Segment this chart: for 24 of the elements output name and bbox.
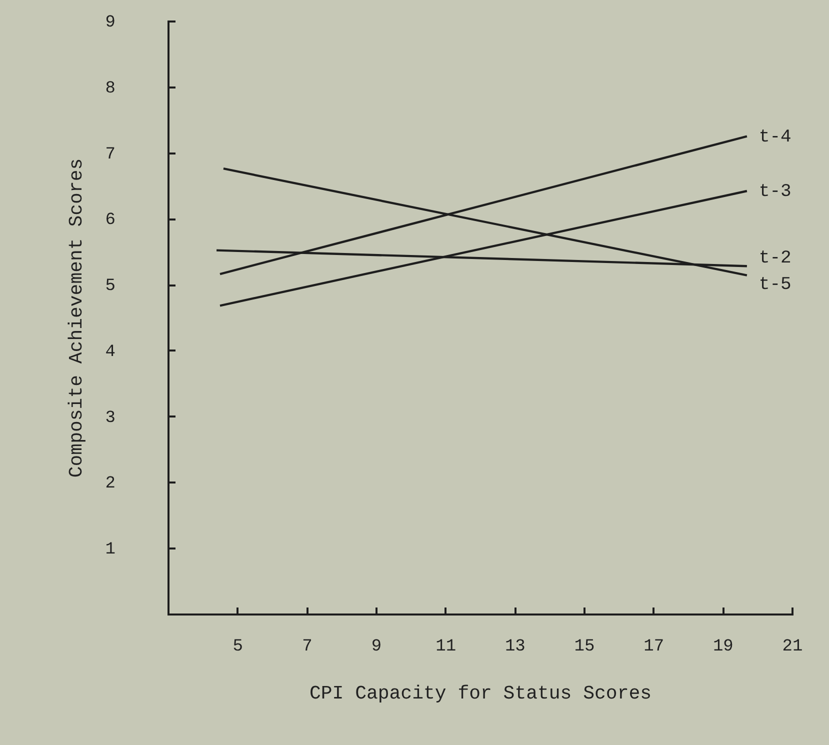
x-tick-label: 17: [644, 638, 664, 656]
y-tick-label: 9: [105, 14, 116, 32]
y-tick-label: 6: [105, 211, 116, 230]
y-tick-label: 2: [105, 474, 116, 494]
x-tick-label: 9: [371, 638, 382, 656]
series-label: t-4: [758, 127, 792, 148]
x-tick-label: 5: [232, 638, 243, 656]
y-tick-label: 8: [105, 79, 116, 98]
x-tick-label: 11: [436, 638, 456, 656]
y-tick-label: 7: [105, 145, 116, 164]
x-axis-title: CPI Capacity for Status Scores: [309, 682, 652, 704]
x-tick-label: 7: [302, 638, 312, 656]
y-tick-label: 4: [105, 342, 116, 362]
y-tick-label: 3: [105, 408, 116, 428]
x-tick-label: 13: [504, 638, 526, 656]
y-tick-label: 1: [105, 540, 116, 560]
series-label: t-3: [758, 182, 792, 202]
series-label: t-2: [758, 248, 792, 268]
x-tick-label: 21: [782, 638, 803, 656]
y-tick-label: 5: [105, 277, 116, 296]
y-axis-title: Composite Achievement Scores: [65, 158, 88, 478]
x-tick-label: 15: [574, 638, 595, 656]
series-label: t-5: [758, 275, 792, 296]
x-tick-label: 19: [712, 638, 734, 656]
